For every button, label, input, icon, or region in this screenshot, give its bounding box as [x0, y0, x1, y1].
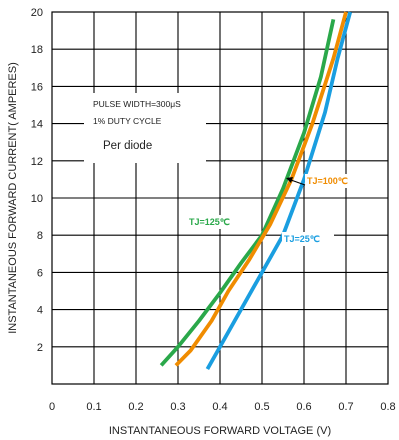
annotation-box	[84, 93, 206, 163]
series-group	[159, 11, 353, 371]
x-tick-label: 0.7	[338, 401, 353, 413]
series-labels: TJ=125℃ TJ=100℃ TJ=25℃	[187, 174, 357, 246]
label-pointer-arrow	[290, 179, 306, 186]
y-axis-title: INSTANTANEOUS FORWARD CURRENT( AMPERES)	[7, 62, 19, 334]
y-tick-label: 6	[37, 267, 43, 279]
series-line	[174, 11, 348, 367]
series-label: TJ=125℃	[189, 217, 230, 227]
x-tick-label: 0	[49, 401, 55, 413]
x-tick-label: 0.1	[86, 401, 101, 413]
y-tick-label: 8	[37, 230, 43, 242]
series-line	[159, 18, 336, 367]
tick-labels: 0 0.1 0.2 0.3 0.4 0.5 0.6 0.7 0.8 2 4 6 8 10 12 14 16 18 2…	[31, 7, 396, 413]
x-tick-label: 0.3	[170, 401, 185, 413]
x-tick-label: 0.6	[296, 401, 311, 413]
x-axis-title: INSTANTANEOUS FORWARD VOLTAGE (V)	[109, 425, 331, 437]
x-tick-label: 0.2	[128, 401, 143, 413]
label-pointer-arrowhead	[286, 177, 293, 183]
annotation-duty-cycle: 1% DUTY CYCLE	[93, 116, 162, 126]
series-label-background	[187, 215, 245, 229]
x-tick-label: 0.8	[380, 401, 395, 413]
x-tick-label: 0.5	[254, 401, 269, 413]
series-label: TJ=100℃	[307, 176, 348, 186]
y-tick-label: 10	[31, 193, 43, 205]
y-tick-label: 20	[31, 7, 43, 19]
annotation-per-diode: Per diode	[103, 140, 152, 152]
y-tick-label: 18	[31, 44, 43, 56]
series-line	[205, 11, 353, 371]
series-label-background	[305, 174, 357, 188]
plot-frame	[51, 11, 389, 385]
y-tick-label: 12	[31, 156, 43, 168]
y-tick-label: 4	[37, 305, 43, 317]
series-label: TJ=25℃	[284, 234, 320, 244]
x-tick-label: 0.4	[212, 401, 227, 413]
grid	[52, 12, 388, 384]
series-label-background	[282, 232, 334, 246]
y-tick-label: 14	[31, 119, 43, 131]
annotation-pulse-width: PULSE WIDTH=300μS	[93, 99, 181, 109]
y-tick-label: 2	[37, 342, 43, 354]
y-tick-label: 16	[31, 81, 43, 93]
